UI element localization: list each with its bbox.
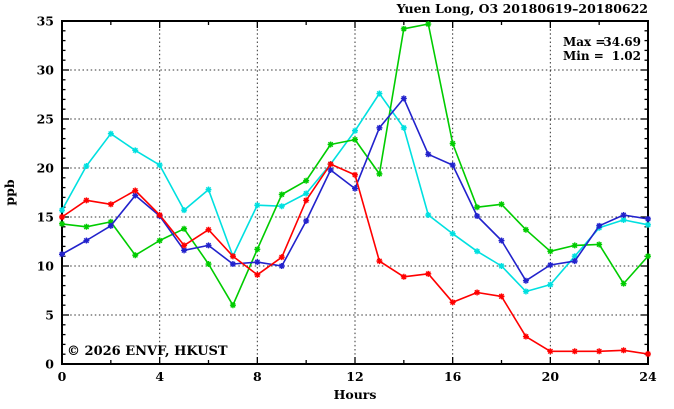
stat-max-value: 34.69 [603,35,641,49]
plot-border [61,20,649,365]
gridlines [62,21,648,364]
x-tick-label: 0 [58,369,67,384]
y-tick-label: 25 [37,112,54,127]
chart-title-text: Yuen Long, O3 20180619–20180622 [396,1,648,16]
green-series [59,21,651,309]
watermark-text: © 2026 ENVF, HKUST [67,344,228,359]
x-tick-label: 16 [444,369,462,384]
y-tick-label: 5 [45,308,54,323]
red-series-markers [59,161,651,358]
watermark: © 2026 ENVF, HKUST [67,344,228,359]
y-tick-label: 10 [37,259,55,274]
x-tick-label: 8 [253,369,262,384]
x-tick-labels: 0 4 8 12 16 20 24 [58,369,657,384]
stat-min-value: 1.02 [612,49,641,63]
y-tick-label: 15 [37,210,54,225]
x-tick-label: 4 [155,369,164,384]
y-axis-title: ppb [2,179,17,205]
chart-title: Yuen Long, O3 20180619–20180622 [396,1,648,16]
x-tick-label: 20 [542,369,560,384]
stat-max-label: Max = [563,35,605,49]
y-tick-label: 30 [37,63,55,78]
y-tick-label: 20 [37,161,55,176]
y-tick-label: 0 [45,357,54,372]
y-tick-labels: 0 5 10 15 20 25 30 35 [37,14,55,372]
green-series-markers [59,21,651,309]
red-series [59,161,651,358]
cyan-series-line [61,92,649,293]
x-axis-title: Hours [334,387,377,402]
x-tick-label: 24 [639,369,657,384]
x-tick-label: 12 [346,369,363,384]
stat-min-label: Min = [563,49,604,63]
blue-series-markers [59,95,651,284]
axis-titles: Hours ppb [2,179,376,402]
y-tick-label: 35 [37,14,54,29]
